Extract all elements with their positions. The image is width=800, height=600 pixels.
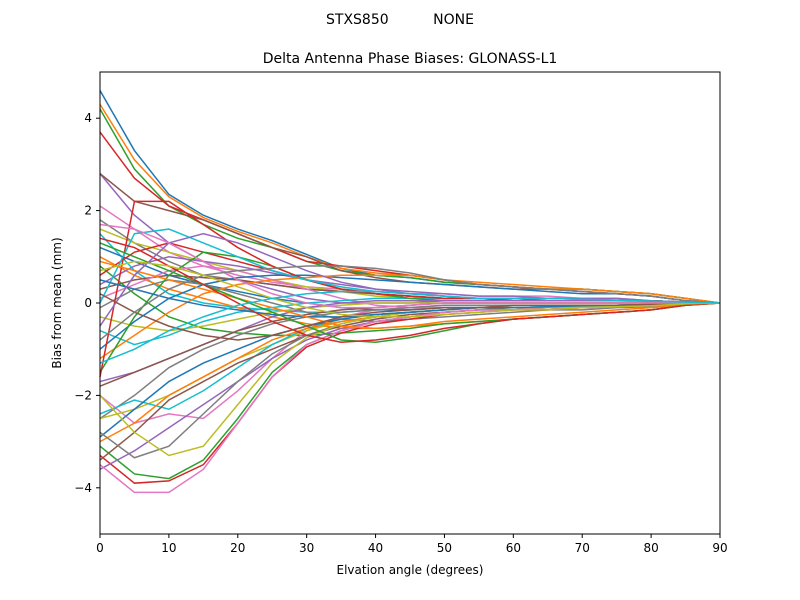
- y-axis-label: Bias from mean (mm): [50, 237, 64, 368]
- x-axis: 0 10 20 30 40 50 60 70 80 90: [96, 534, 728, 555]
- x-tick-label: 10: [161, 541, 176, 555]
- y-axis: −4 −2 0 2 4: [74, 111, 100, 495]
- x-tick-label: 70: [575, 541, 590, 555]
- x-tick-label: 50: [437, 541, 452, 555]
- series-line-49: [99, 260, 721, 318]
- x-tick-label: 0: [96, 541, 104, 555]
- x-tick-label: 20: [230, 541, 245, 555]
- y-tick-label: 4: [84, 111, 92, 125]
- x-tick-label: 90: [712, 541, 727, 555]
- chart-title: Delta Antenna Phase Biases: GLONASS-L1: [263, 51, 558, 67]
- y-tick-label: 0: [84, 296, 92, 310]
- x-axis-label: Elvation angle (degrees): [337, 563, 484, 577]
- x-tick-label: 80: [643, 541, 658, 555]
- x-tick-label: 40: [368, 541, 383, 555]
- x-tick-label: 60: [506, 541, 521, 555]
- series-line-50: [99, 290, 721, 364]
- series-line-46: [99, 293, 721, 341]
- series-line-47: [99, 223, 720, 309]
- y-tick-label: −4: [74, 481, 92, 495]
- x-tick-label: 30: [299, 541, 314, 555]
- series-line-22: [99, 274, 721, 360]
- y-tick-label: −2: [74, 388, 92, 402]
- chart-suptitle: STXS850 NONE: [326, 12, 474, 28]
- y-tick-label: 2: [84, 204, 92, 218]
- plot-area: [99, 90, 721, 494]
- series-line-42: [99, 260, 721, 330]
- series-line-44: [99, 237, 721, 344]
